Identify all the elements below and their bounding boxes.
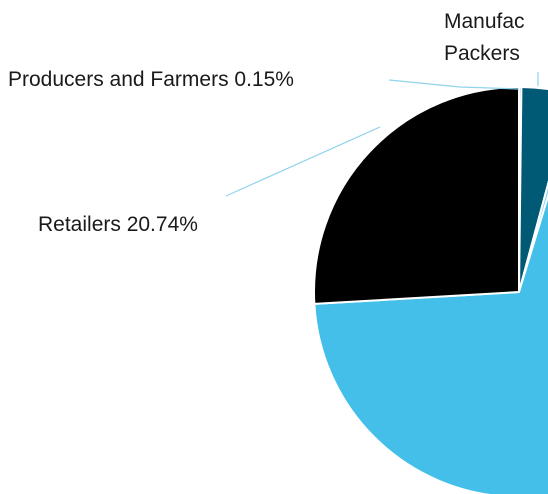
leader-lines [225,72,539,197]
pie-slice-manufac-packers [518,86,548,293]
data-labels: Producers and Farmers 0.15% Manufac Pack… [8,10,525,236]
pie-slice-segment-4 [313,192,548,494]
data-label-retailers: Retailers 20.74% [38,213,198,236]
data-label-producers-farmers: Producers and Farmers 0.15% [8,68,294,91]
data-label-manufacturers-line2: Packers [444,42,520,65]
pie-slice-retailers [313,86,520,305]
leader-line-retailers [225,126,381,197]
pie-slices [313,85,548,494]
data-label-manufacturers-line1: Manufac [444,10,525,33]
leader-line-producers [388,79,520,90]
